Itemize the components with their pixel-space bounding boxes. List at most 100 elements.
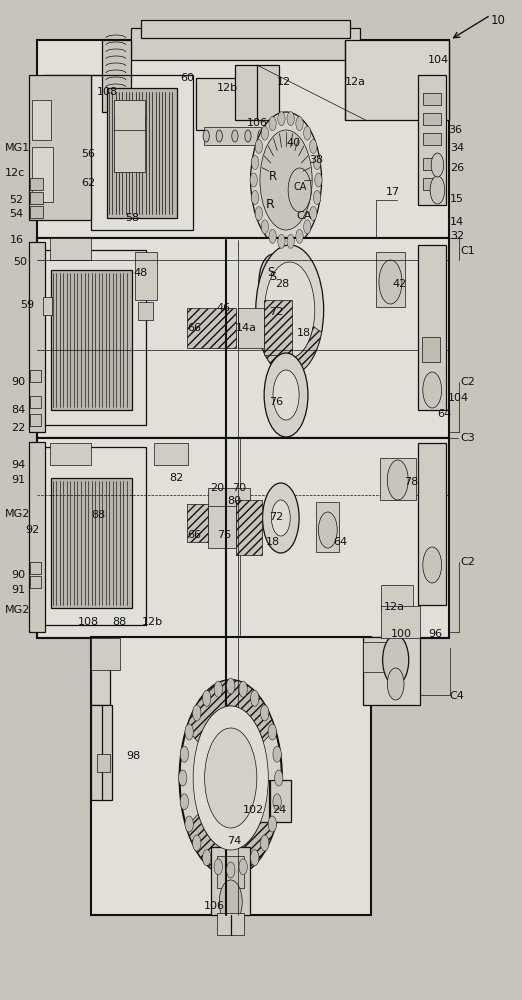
Circle shape: [232, 130, 238, 142]
Circle shape: [387, 668, 404, 700]
Circle shape: [296, 229, 303, 243]
Text: S: S: [269, 272, 277, 282]
Bar: [114, 117, 145, 172]
Text: 84: 84: [11, 405, 26, 415]
Text: 38: 38: [309, 155, 323, 165]
Text: MG2: MG2: [5, 605, 31, 615]
Bar: [154, 443, 188, 465]
Text: 70: 70: [232, 483, 246, 493]
Bar: [30, 178, 43, 190]
Circle shape: [260, 130, 312, 230]
Circle shape: [278, 112, 285, 126]
Text: 56: 56: [81, 149, 95, 159]
Circle shape: [251, 112, 322, 248]
Bar: [30, 206, 43, 218]
Bar: [102, 40, 130, 112]
Bar: [264, 300, 292, 355]
Bar: [91, 638, 120, 670]
Circle shape: [304, 220, 311, 234]
Text: 64: 64: [333, 537, 347, 547]
Text: 92: 92: [25, 525, 39, 535]
Bar: [50, 443, 91, 465]
Circle shape: [255, 139, 263, 153]
Text: 36: 36: [448, 125, 462, 135]
Bar: [51, 270, 132, 410]
Bar: [91, 705, 112, 800]
Text: C2: C2: [460, 377, 475, 387]
Text: 28: 28: [276, 279, 290, 289]
Text: 106: 106: [246, 118, 267, 128]
Bar: [235, 65, 279, 120]
Bar: [29, 75, 91, 220]
Bar: [30, 396, 41, 408]
Circle shape: [256, 245, 324, 375]
Bar: [91, 637, 371, 915]
Circle shape: [179, 770, 187, 786]
Text: 12: 12: [277, 77, 291, 87]
Text: 88: 88: [112, 617, 126, 627]
Circle shape: [185, 724, 193, 740]
Text: 32: 32: [450, 231, 464, 241]
Text: 50: 50: [13, 257, 27, 267]
Text: 76: 76: [217, 530, 231, 540]
Wedge shape: [186, 680, 275, 742]
Bar: [238, 308, 264, 348]
Bar: [141, 20, 350, 38]
Circle shape: [268, 724, 277, 740]
Bar: [91, 75, 193, 230]
Bar: [345, 40, 449, 120]
Text: 54: 54: [9, 209, 23, 219]
Text: 62: 62: [81, 178, 95, 188]
Circle shape: [263, 483, 299, 553]
Text: 80: 80: [227, 496, 241, 506]
Bar: [423, 158, 441, 170]
Bar: [187, 504, 208, 542]
Bar: [248, 780, 269, 822]
Circle shape: [255, 207, 263, 221]
Text: 66: 66: [187, 530, 201, 540]
Bar: [114, 100, 145, 130]
Circle shape: [304, 126, 311, 140]
Circle shape: [379, 260, 402, 304]
Text: 52: 52: [9, 195, 23, 205]
Circle shape: [245, 130, 251, 142]
Circle shape: [318, 512, 337, 548]
Text: 15: 15: [450, 194, 464, 204]
Circle shape: [203, 690, 211, 706]
Text: 96: 96: [428, 629, 442, 639]
Circle shape: [258, 130, 264, 142]
Text: 91: 91: [11, 475, 26, 485]
Bar: [423, 133, 441, 145]
Text: 22: 22: [11, 423, 26, 433]
Text: 58: 58: [125, 213, 139, 223]
Text: 46: 46: [217, 303, 231, 313]
Bar: [97, 754, 110, 772]
Circle shape: [239, 859, 247, 875]
Bar: [32, 147, 53, 202]
Text: 66: 66: [187, 323, 201, 333]
Bar: [196, 78, 269, 130]
Text: 60: 60: [180, 73, 194, 83]
Circle shape: [180, 746, 188, 762]
Circle shape: [227, 862, 235, 878]
Circle shape: [180, 680, 282, 876]
Text: CA: CA: [296, 211, 312, 221]
Text: 72: 72: [269, 307, 283, 317]
Bar: [30, 370, 41, 382]
Circle shape: [219, 880, 242, 924]
Text: 78: 78: [405, 477, 419, 487]
Text: 14: 14: [450, 217, 464, 227]
Text: S: S: [267, 265, 275, 278]
Wedge shape: [186, 814, 275, 876]
Bar: [51, 478, 132, 608]
Bar: [37, 438, 449, 638]
Text: C3: C3: [460, 433, 475, 443]
Bar: [381, 606, 420, 638]
Text: 98: 98: [126, 751, 140, 761]
Bar: [39, 250, 146, 425]
Circle shape: [180, 794, 188, 810]
Text: 40: 40: [286, 138, 300, 148]
Text: 34: 34: [450, 143, 464, 153]
Text: 48: 48: [133, 268, 147, 278]
Circle shape: [250, 173, 257, 187]
